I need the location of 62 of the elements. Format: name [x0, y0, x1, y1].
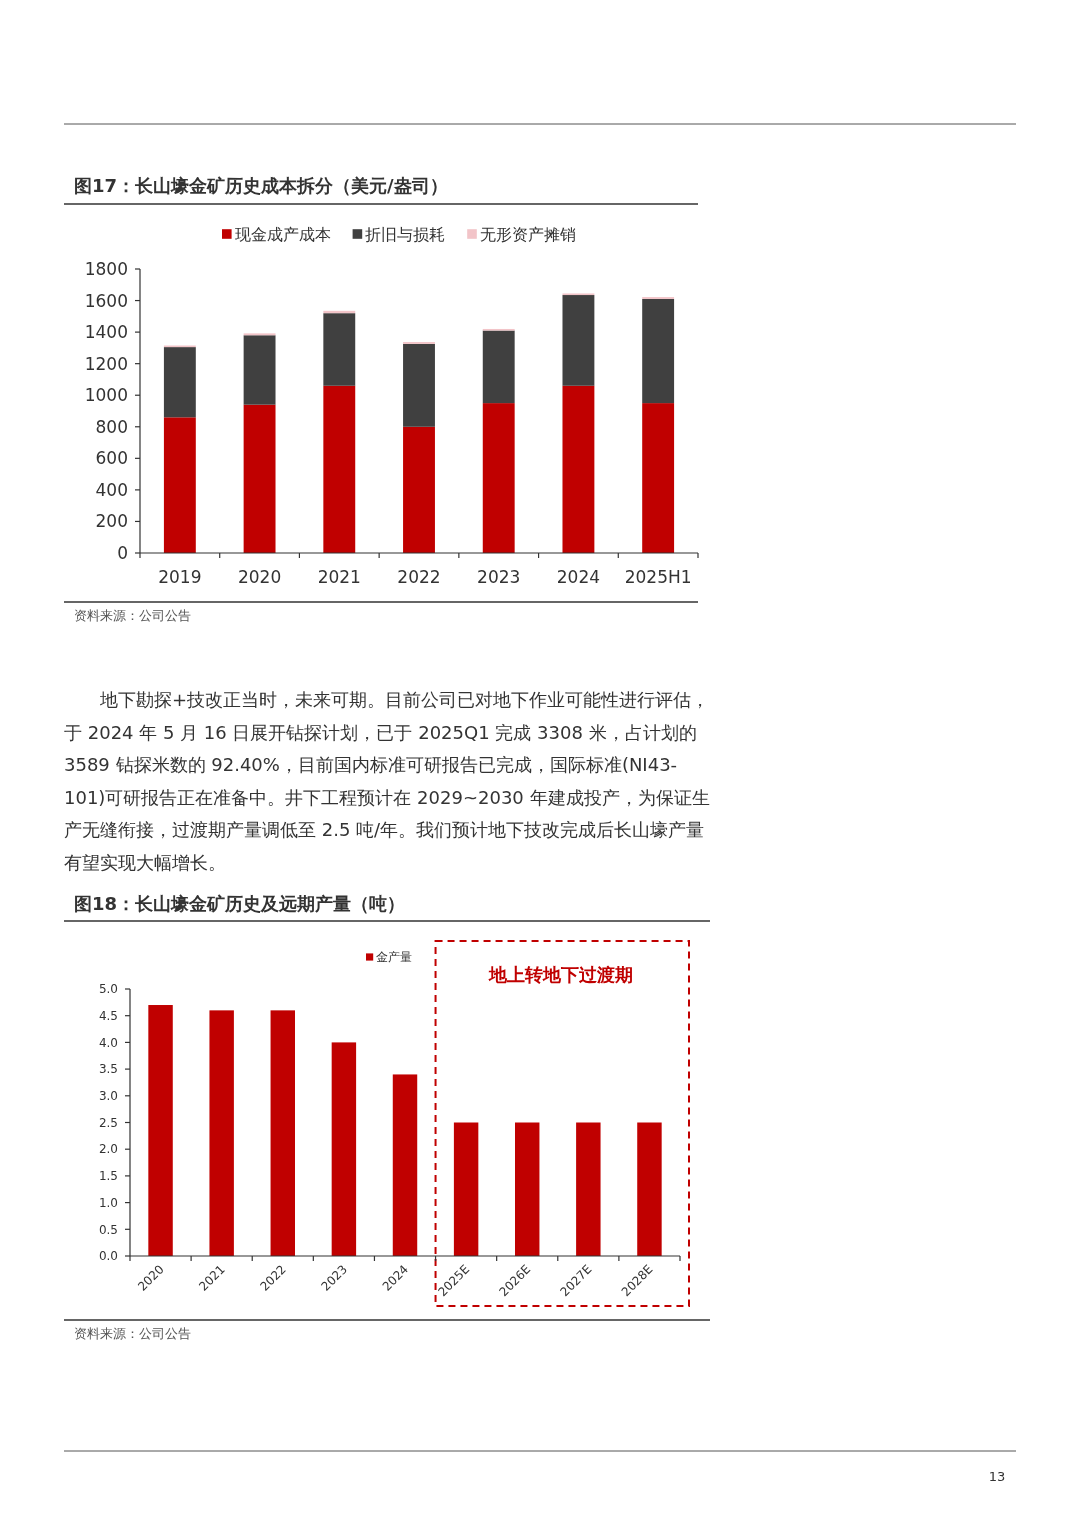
y-tick-label: 1600 — [84, 290, 128, 311]
bar — [392, 1074, 418, 1256]
legend-label: 无形资产摊销 — [479, 224, 576, 244]
text: 13 — [988, 1469, 1006, 1484]
bar — [562, 295, 595, 386]
y-tick-label: 0 — [117, 542, 128, 563]
chart-title: 图18：长山壕金矿历史及远期产量（吨） — [74, 893, 406, 914]
bar — [403, 343, 435, 427]
x-tick-label: 2023 — [477, 567, 521, 587]
bar — [562, 385, 595, 553]
y-tick-label: 2.5 — [98, 1115, 118, 1130]
bar — [482, 403, 515, 553]
bar — [323, 385, 356, 553]
text: 资料来源：公司公告 — [74, 1326, 191, 1341]
bar — [642, 403, 675, 553]
bar — [243, 335, 276, 405]
y-tick-label: 400 — [95, 479, 128, 500]
text: 地上转地下过渡期 — [488, 964, 633, 985]
x-tick-label: 2024 — [556, 567, 601, 587]
bar — [270, 1010, 295, 1256]
y-tick-label: 600 — [95, 448, 128, 469]
legend-label: 现金成产成本 — [234, 224, 331, 244]
text: 地下勘探+技改正当时，未来可期。目前公司已对地下作业可能性进行评估，于 2024 年 5 月 16 日展开钻探计划，已于 2025Q1 完成 3308 米，占计划的 3589 钻探米数的 92.40%，目前国内标准可研报告已完成，国际标准(NI43-101)可研报告正在准备中。井下工程预计在 2029~2030 年建成投产，为保证生产无缝衔接，过渡期产量调低至 2.5 吨/年。我们预计地下技改完成后长山壕产量有望实现大幅增长。 — [64, 688, 710, 875]
y-tick-label: 5.0 — [98, 982, 118, 997]
y-tick-label: 1400 — [84, 322, 128, 343]
chart-title: 图17：长山壕金矿历史成本拆分（美元/盎司） — [74, 175, 448, 196]
y-tick-label: 1200 — [84, 353, 128, 374]
y-tick-label: 200 — [95, 511, 128, 532]
bar — [576, 1122, 601, 1256]
y-tick-label: 3.5 — [98, 1062, 118, 1077]
text: 资料来源：公司公告 — [74, 608, 191, 623]
y-tick-label: 1000 — [84, 385, 128, 406]
bar — [163, 347, 196, 418]
y-tick-label: 4.0 — [98, 1035, 118, 1050]
x-tick-label: 2025H1 — [624, 567, 692, 587]
bar — [331, 1042, 357, 1256]
bar — [209, 1010, 234, 1256]
bar — [515, 1122, 540, 1256]
bar — [243, 404, 276, 553]
y-tick-label: 4.5 — [98, 1008, 118, 1023]
y-tick-label: 800 — [95, 416, 128, 437]
bar — [453, 1122, 479, 1256]
bar — [482, 330, 515, 404]
bar — [323, 313, 356, 386]
x-tick-label: 2022 — [397, 567, 441, 587]
y-tick-label: 1.5 — [98, 1169, 118, 1184]
bar — [148, 1005, 173, 1256]
bar — [642, 298, 675, 404]
y-tick-label: 0.0 — [98, 1249, 118, 1264]
y-tick-label: 2.0 — [98, 1142, 118, 1157]
y-tick-label: 3.0 — [98, 1089, 118, 1103]
x-tick-label: 2020 — [237, 567, 282, 587]
y-tick-label: 1800 — [84, 258, 128, 279]
y-tick-label: 0.5 — [98, 1222, 118, 1237]
legend-label: 折旧与损耗 — [365, 224, 446, 244]
bar — [163, 417, 196, 553]
legend-label: 金产量 — [376, 950, 413, 965]
x-tick-label: 2019 — [158, 567, 202, 587]
x-tick-label: 2021 — [317, 567, 361, 587]
bar — [637, 1122, 662, 1256]
bar — [403, 426, 435, 553]
y-tick-label: 1.0 — [98, 1195, 118, 1210]
